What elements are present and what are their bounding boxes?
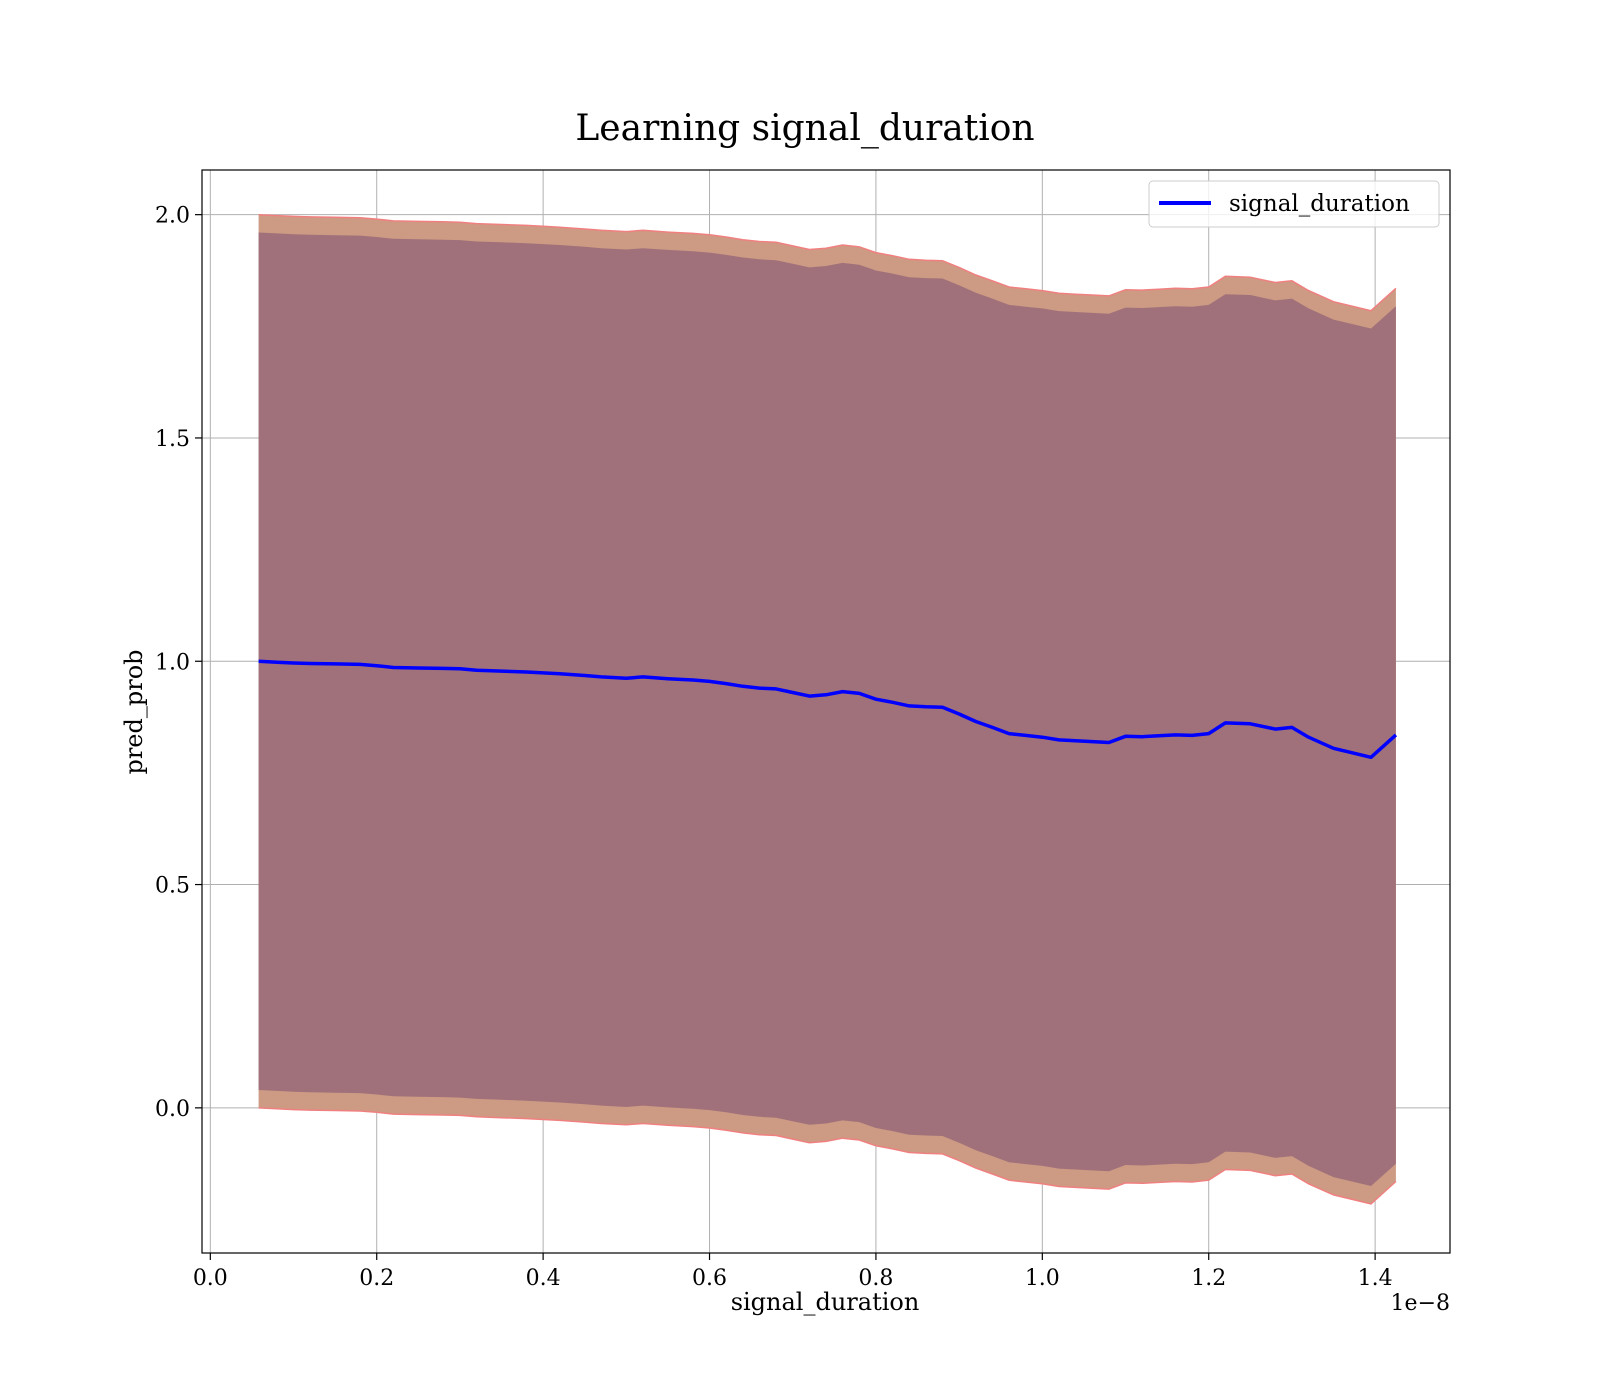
y-tick-label-2: 1.0 xyxy=(155,650,190,675)
x-tick-label-1: 0.2 xyxy=(359,1266,394,1291)
x-tick-label-4: 0.8 xyxy=(858,1266,893,1291)
outer-band-lower-edge xyxy=(258,1107,1397,1205)
legend-label: signal_duration xyxy=(1229,191,1410,217)
legend: signal_duration xyxy=(1148,180,1440,228)
legend-box xyxy=(1148,180,1440,228)
x-tick-label-3: 0.6 xyxy=(692,1266,727,1291)
x-tick-label-0: 0.0 xyxy=(193,1266,228,1291)
series-line-signal-duration xyxy=(258,659,1398,760)
plot-frame xyxy=(201,169,1451,1254)
outer-band-upper-edge xyxy=(258,213,1397,312)
y-tick-label-3: 1.5 xyxy=(155,427,190,452)
y-tick-label-1: 0.5 xyxy=(155,874,190,899)
bands xyxy=(258,213,1397,1205)
ticks: 0.0 0.2 0.4 0.6 0.8 1.0 1.2 1.4 0.0 0.5 1.0 1.5 2.0 xyxy=(155,204,1393,1291)
x-axis-offset-text: 1e−8 xyxy=(1391,1291,1450,1316)
series-lines xyxy=(258,659,1398,760)
inner-band xyxy=(258,232,1396,1186)
y-axis-title: pred_prob xyxy=(120,649,148,774)
y-tick-label-0: 0.0 xyxy=(155,1097,190,1122)
x-axis-title: signal_duration xyxy=(731,1288,920,1316)
chart-title: Learning signal_duration xyxy=(575,108,1034,149)
y-tick-label-4: 2.0 xyxy=(155,204,190,229)
x-tick-label-7: 1.4 xyxy=(1358,1266,1393,1291)
x-tick-label-2: 0.4 xyxy=(526,1266,561,1291)
x-tick-label-6: 1.2 xyxy=(1191,1266,1226,1291)
x-tick-label-5: 1.0 xyxy=(1025,1266,1060,1291)
